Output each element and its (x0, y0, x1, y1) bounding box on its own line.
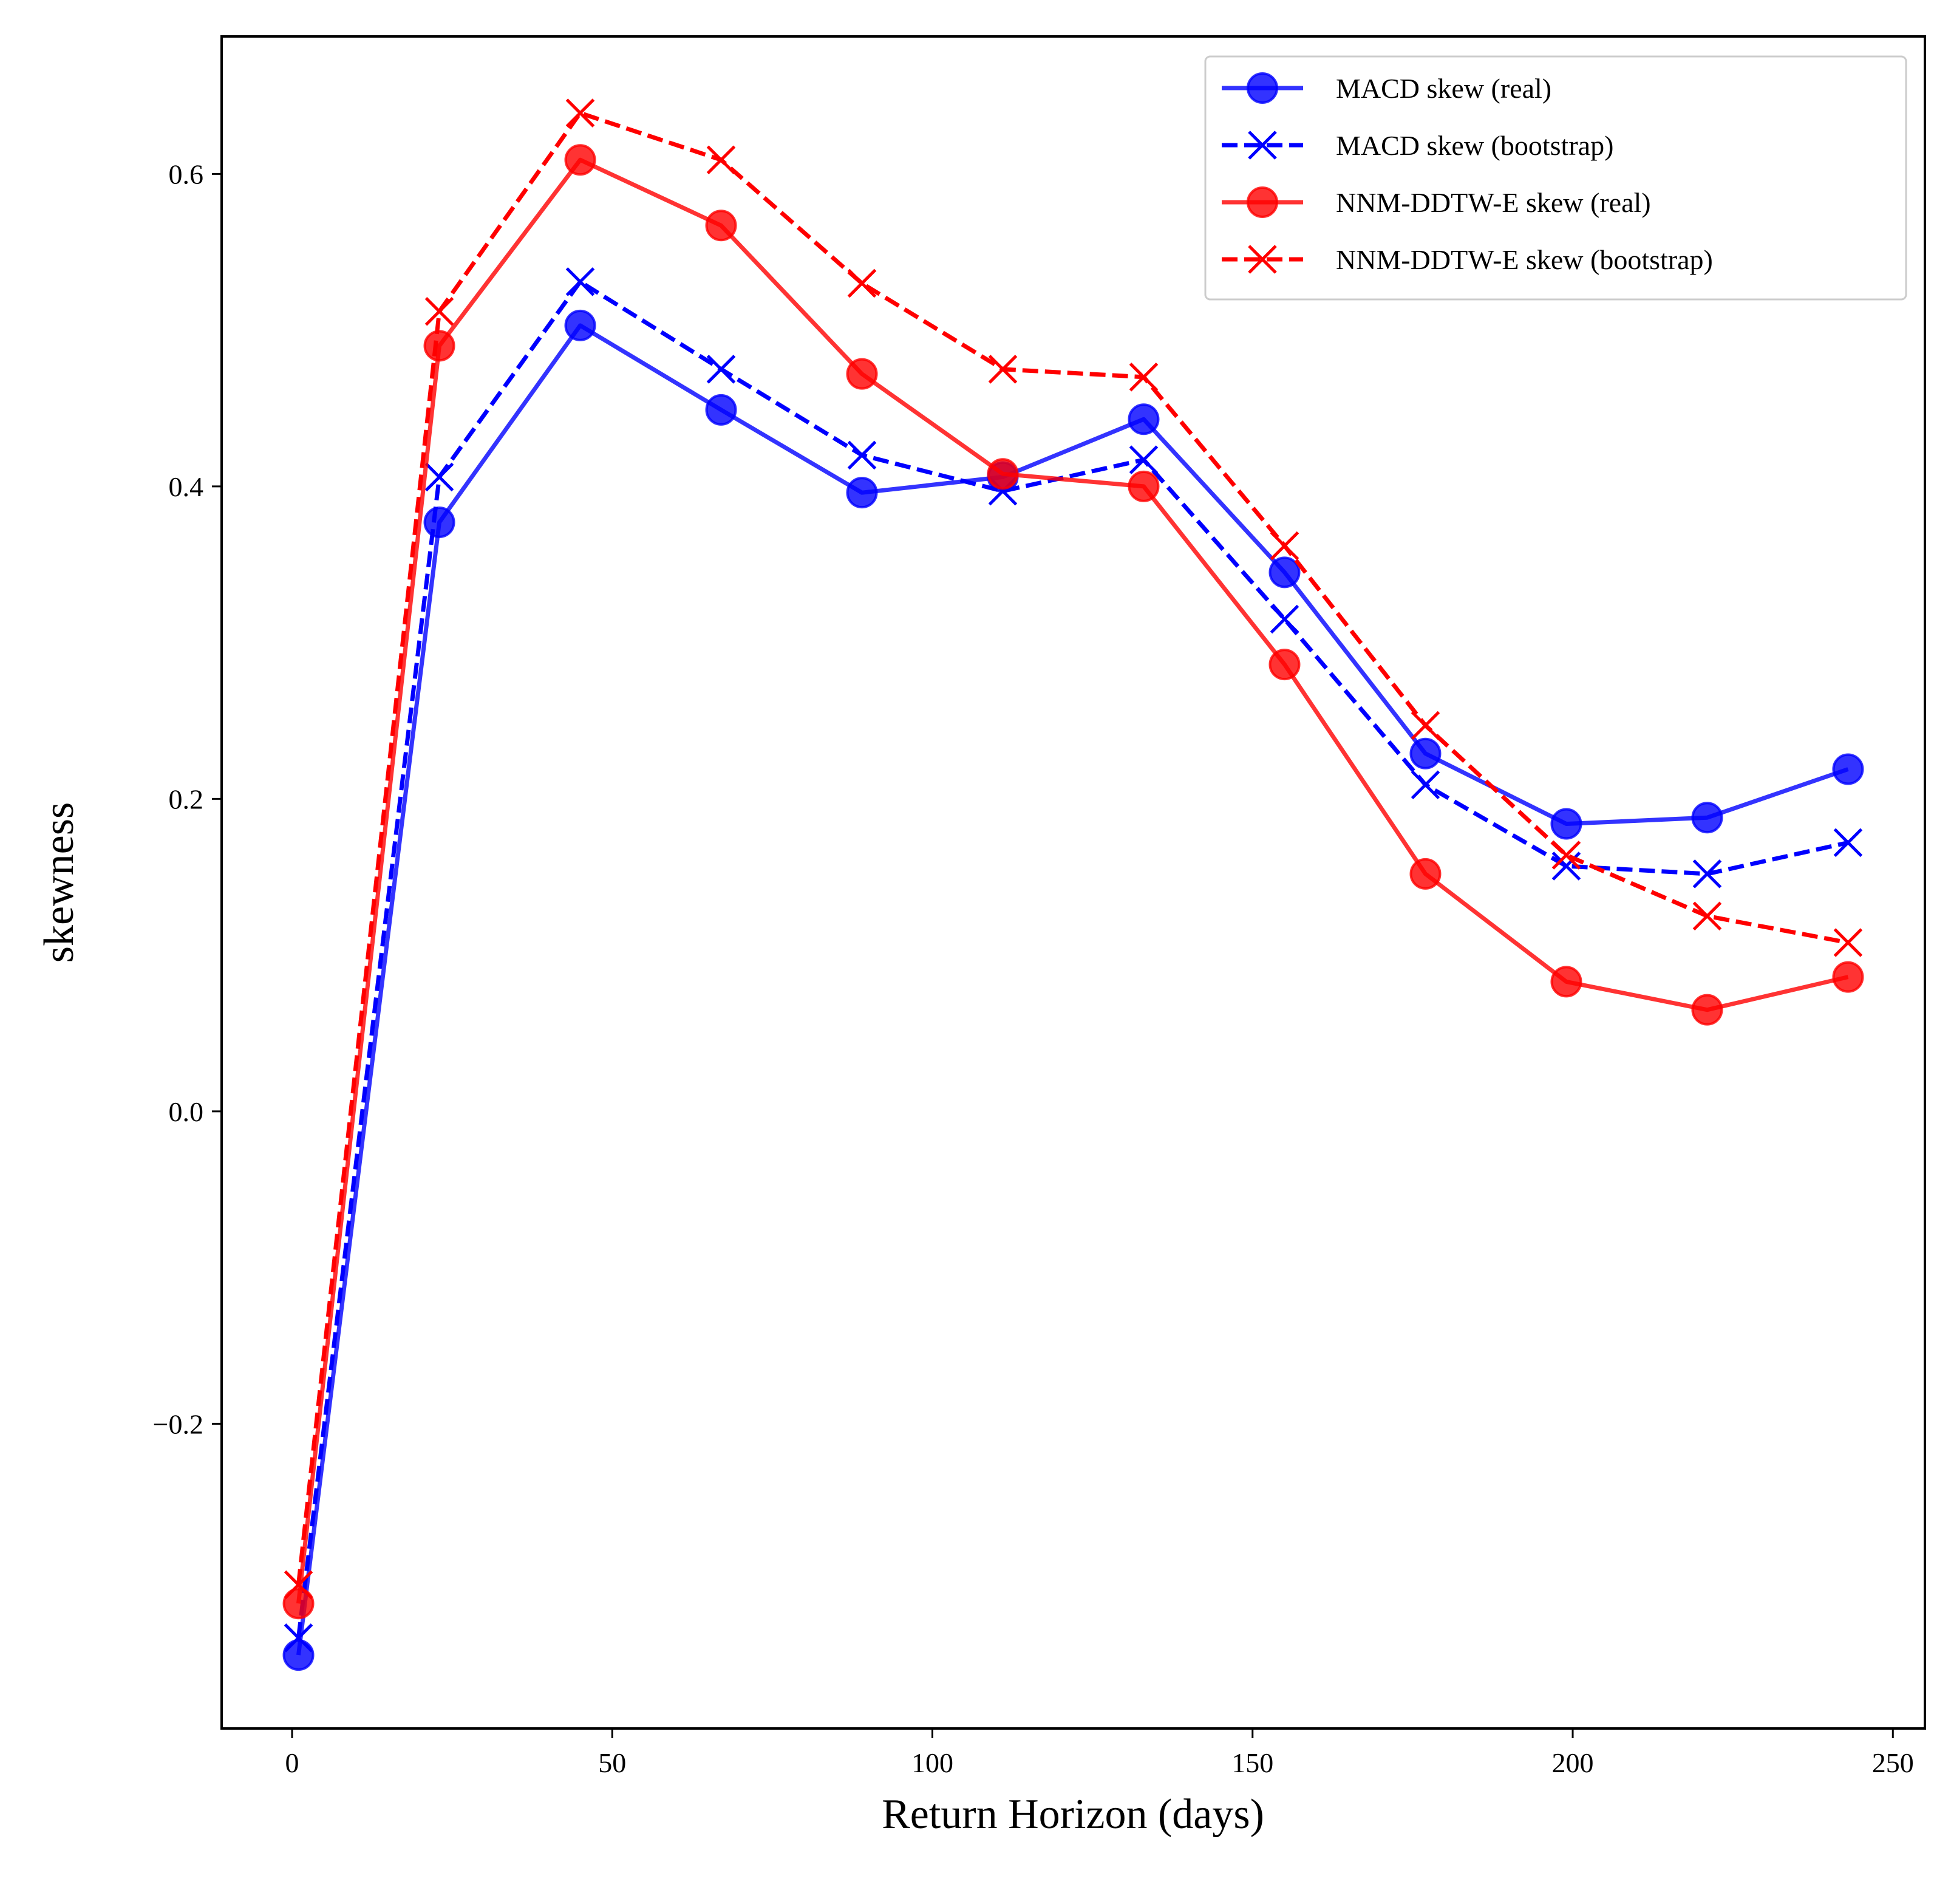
data-point (706, 145, 736, 174)
series-nnm-ddtw-e-skew-real (282, 144, 1864, 1620)
legend-marker (1248, 131, 1277, 160)
series-line (296, 111, 1849, 1585)
legend: MACD skew (real) MACD skew (bootstrap) NNM… (1204, 55, 1907, 301)
data-point (706, 355, 736, 384)
x-tick-label: 200 (1552, 1747, 1594, 1778)
data-point (1550, 966, 1582, 998)
data-point (282, 1639, 315, 1671)
legend-box (1204, 55, 1907, 301)
data-point (846, 358, 878, 390)
data-point (1832, 961, 1864, 993)
data-point (988, 355, 1018, 384)
data-point (1128, 403, 1160, 435)
y-axis-title: skewness (36, 802, 83, 963)
series-nnm-ddtw-e-skew-bootstrap (284, 98, 1863, 1600)
legend-entry: NNM-DDTW-E skew (bootstrap) (1222, 244, 1713, 275)
data-point (987, 458, 1019, 490)
legend-entry: NNM-DDTW-E skew (real) (1222, 186, 1651, 218)
y-tick-label: 0.4 (169, 471, 204, 502)
y-axis-ticks: −0.2 0.0 0.2 0.4 0.6 (153, 159, 222, 1439)
data-point (282, 1588, 315, 1620)
data-point (424, 462, 454, 492)
data-point (1550, 808, 1582, 840)
data-point (1129, 363, 1159, 392)
data-point (847, 268, 877, 298)
data-point (1832, 753, 1864, 785)
data-point (705, 210, 737, 242)
legend-entry: MACD skew (real) (1222, 72, 1551, 104)
data-point (847, 440, 877, 470)
data-point (1411, 770, 1440, 799)
y-tick-label: 0.2 (169, 783, 204, 814)
legend-marker (1247, 186, 1278, 218)
x-tick-label: 150 (1231, 1747, 1273, 1778)
legend-marker (1248, 245, 1277, 274)
series-macd-skew-real (282, 309, 1864, 1671)
data-point (284, 1570, 313, 1600)
data-point (1128, 470, 1160, 502)
legend-label: MACD skew (bootstrap) (1336, 130, 1613, 161)
data-point (1692, 901, 1722, 931)
plot-frame (220, 35, 1926, 1730)
data-point (705, 394, 737, 426)
legend-label: NNM-DDTW-E skew (bootstrap) (1336, 244, 1713, 275)
series-line (296, 157, 1849, 1604)
y-tick-label: −0.2 (153, 1408, 203, 1439)
data-point (423, 330, 455, 362)
data-point (1409, 858, 1442, 890)
data-point (424, 296, 454, 326)
series-layer (282, 98, 1864, 1671)
data-point (1268, 649, 1301, 681)
data-point (846, 477, 878, 509)
data-point (1551, 841, 1581, 870)
x-tick-label: 0 (285, 1747, 299, 1778)
data-point (284, 1623, 313, 1653)
legend-entry: MACD skew (bootstrap) (1222, 130, 1613, 161)
legend-label: NNM-DDTW-E skew (real) (1336, 187, 1651, 218)
data-point (1411, 711, 1440, 740)
series-line (296, 323, 1849, 1656)
data-point (565, 98, 595, 128)
data-point (1270, 604, 1299, 634)
data-point (1409, 737, 1442, 769)
data-point (565, 267, 595, 296)
y-tick-label: 0.6 (169, 159, 204, 189)
y-tick-label: 0.0 (169, 1096, 204, 1127)
data-point (1692, 859, 1722, 889)
x-tick-label: 50 (598, 1747, 626, 1778)
data-point (423, 507, 455, 539)
data-point (1129, 445, 1159, 474)
legend-label: MACD skew (real) (1336, 73, 1551, 104)
data-point (1833, 828, 1863, 858)
data-point (1691, 994, 1723, 1026)
data-point (1270, 531, 1299, 561)
legend-marker (1247, 72, 1278, 104)
data-point (1833, 928, 1863, 957)
data-point (564, 144, 596, 176)
x-axis-ticks: 0 50 100 150 200 250 (285, 1728, 1914, 1778)
x-axis-title: Return Horizon (days) (882, 1791, 1264, 1838)
x-tick-label: 100 (911, 1747, 953, 1778)
data-point (564, 309, 596, 341)
x-tick-label: 250 (1872, 1747, 1914, 1778)
data-point (1268, 556, 1301, 589)
series-line (296, 279, 1849, 1639)
data-point (1691, 802, 1723, 834)
